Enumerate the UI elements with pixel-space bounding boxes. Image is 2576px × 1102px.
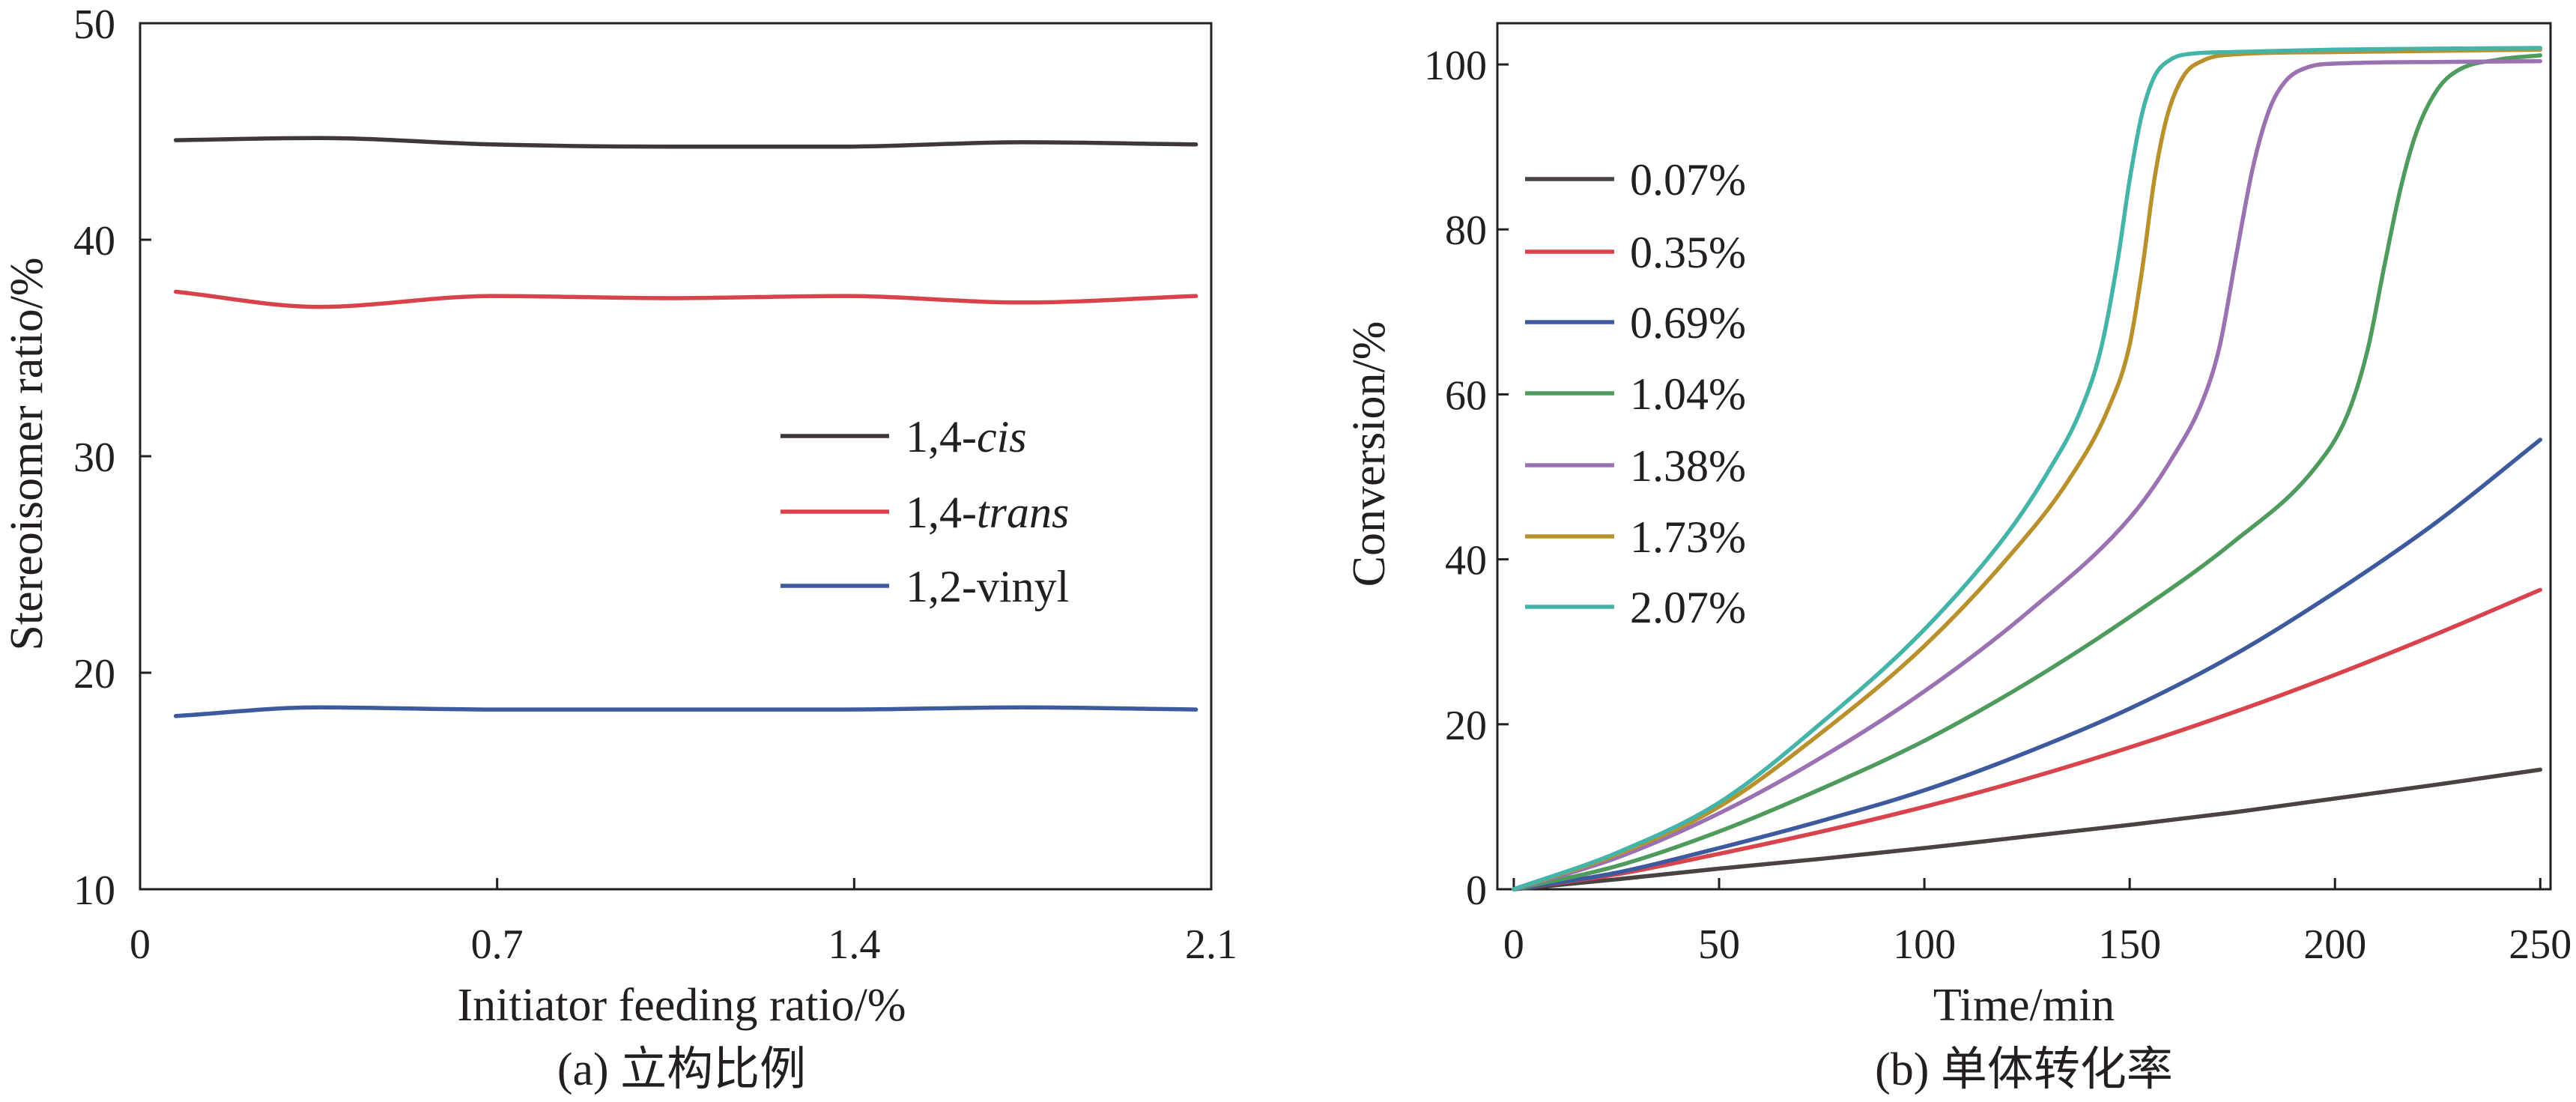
chart-b-series-line-6 bbox=[1512, 46, 2543, 891]
chart-a-x-tick-label: 1.4 bbox=[828, 921, 880, 968]
chart-a-legend-item: 1,4-cis bbox=[781, 412, 1027, 461]
chart-a-legend-label: 1,2-vinyl bbox=[906, 562, 1069, 611]
chart-a-x-tick-label: 2.1 bbox=[1185, 921, 1237, 968]
chart-b-x-tick-label: 100 bbox=[1893, 921, 1956, 968]
chart-b-y-tick-label: 100 bbox=[1424, 43, 1487, 89]
chart-b-labels: Conversion/% Time/min (b) 单体转化率 bbox=[1344, 321, 2173, 1095]
chart-b-legend-label: 1.38% bbox=[1630, 441, 1746, 491]
chart-a-legend-item: 1,2-vinyl bbox=[781, 562, 1069, 611]
chart-b-series-line-1 bbox=[1512, 587, 2543, 891]
chart-b-series-line-4 bbox=[1512, 58, 2543, 891]
chart-a-legend-label-part: 1,2-vinyl bbox=[906, 562, 1069, 611]
chart-b-legend-label: 0.35% bbox=[1630, 228, 1746, 277]
chart-b-x-tick-label: 0 bbox=[1503, 921, 1524, 968]
chart-a-legend-label-part: trans bbox=[977, 488, 1069, 537]
chart-b-y-tick-label: 80 bbox=[1445, 208, 1487, 254]
chart-a-x-tick-label: 0 bbox=[130, 921, 151, 968]
chart-b-series-line-0 bbox=[1512, 767, 2543, 891]
chart-b-x-tick-label: 200 bbox=[2303, 921, 2366, 968]
chart-b-x-tick-label: 50 bbox=[1698, 921, 1740, 968]
chart-b-legend-item: 2.07% bbox=[1525, 583, 1746, 632]
chart-b-series-line-5 bbox=[1512, 47, 2543, 891]
chart-b-y-tick-label: 20 bbox=[1445, 703, 1487, 749]
chart-b-x-tick-label: 150 bbox=[2098, 921, 2161, 968]
chart-a-legend-label-part: cis bbox=[977, 412, 1027, 461]
chart-a: 0 0.7 1.4 2.110203040501,4-cis1,4-trans1,2-… bbox=[73, 1, 1237, 968]
chart-b-x-tick-label: 250 bbox=[2509, 921, 2572, 968]
chart-b-y-axis-label: Conversion/% bbox=[1344, 321, 1395, 587]
chart-b: 0 50 100 150 200 250 0 20 40 60 80 100 0.07% 0.35% 0.6… bbox=[1424, 22, 2572, 968]
chart-a-y-tick-label: 30 bbox=[73, 435, 115, 481]
chart-b-legend-item: 1.38% bbox=[1525, 441, 1746, 491]
chart-b-caption: (b) 单体转化率 bbox=[1875, 1044, 2173, 1095]
chart-a-legend-label: 1,4-cis bbox=[906, 412, 1027, 461]
chart-a-y-tick-label: 40 bbox=[73, 218, 115, 264]
chart-b-legend-label: 1.04% bbox=[1630, 369, 1746, 419]
chart-a-x-tick-label: 0.7 bbox=[471, 921, 524, 968]
chart-a-y-tick-label: 10 bbox=[73, 868, 115, 914]
chart-a-y-axis-label: Stereoisomer ratio/% bbox=[1, 257, 52, 650]
chart-b-y-tick-label: 0 bbox=[1466, 868, 1487, 914]
chart-b-legend-item: 1.04% bbox=[1525, 369, 1746, 419]
chart-a-legend-label-part: 1,4- bbox=[906, 412, 977, 461]
chart-a-legend-label-part: 1,4- bbox=[906, 488, 977, 537]
chart-a-series-line-1 bbox=[173, 289, 1198, 309]
chart-a-y-tick-label: 50 bbox=[73, 1, 115, 48]
chart-b-series-line-2 bbox=[1512, 438, 2543, 891]
chart-b-legend: 0.07% 0.35% 0.69% 1.04% 1.38% 1.73% 2.07% bbox=[1525, 155, 1746, 632]
chart-b-legend-item: 0.07% bbox=[1525, 155, 1746, 205]
chart-b-legend-item: 1.73% bbox=[1525, 512, 1746, 562]
chart-a-series-line-0 bbox=[173, 136, 1198, 149]
chart-b-y-tick-label: 40 bbox=[1445, 538, 1487, 584]
chart-b-legend-label: 0.07% bbox=[1630, 155, 1746, 205]
chart-a-x-axis-label: Initiator feeding ratio/% bbox=[457, 980, 906, 1031]
chart-b-legend-item: 0.69% bbox=[1525, 298, 1746, 348]
chart-b-plot-frame bbox=[1496, 22, 2552, 891]
chart-a-series-line-2 bbox=[173, 705, 1198, 718]
chart-a-legend-item: 1,4-trans bbox=[781, 488, 1069, 537]
chart-b-legend-label: 0.69% bbox=[1630, 298, 1746, 348]
chart-a-y-tick-label: 20 bbox=[73, 651, 115, 697]
chart-b-legend-label: 1.73% bbox=[1630, 512, 1746, 562]
chart-b-x-axis-label: Time/min bbox=[1933, 980, 2115, 1031]
chart-b-legend-item: 0.35% bbox=[1525, 228, 1746, 277]
chart-a-labels: Stereoisomer ratio/% Initiator feeding r… bbox=[1, 257, 906, 1095]
chart-b-series-line-3 bbox=[1512, 53, 2543, 891]
chart-b-y-tick-label: 60 bbox=[1445, 372, 1487, 419]
chart-a-caption: (a) 立构比例 bbox=[557, 1044, 806, 1095]
chart-a-legend-label: 1,4-trans bbox=[906, 488, 1069, 537]
chart-b-legend-label: 2.07% bbox=[1630, 583, 1746, 632]
